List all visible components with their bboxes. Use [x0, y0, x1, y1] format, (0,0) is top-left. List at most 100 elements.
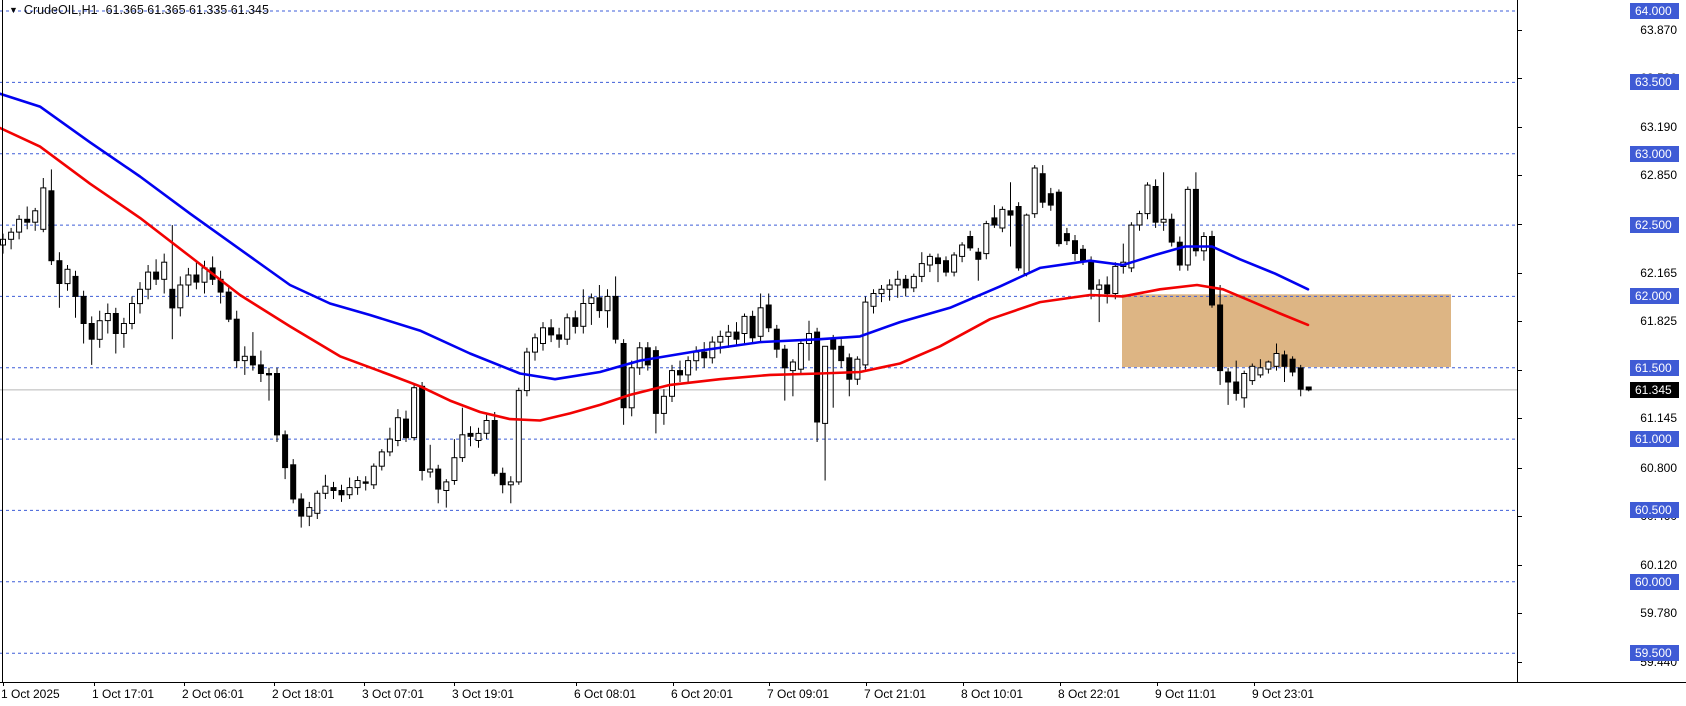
price-tick-mark [1517, 661, 1522, 663]
candle-body [523, 351, 530, 392]
candle-body [475, 432, 482, 441]
time-tick-label: 7 Oct 09:01 [767, 687, 830, 701]
price-tick-label: 59.780 [1640, 606, 1677, 621]
candle-body [1289, 358, 1296, 373]
candle-body [588, 297, 595, 304]
price-level-label: 62.000 [1630, 288, 1679, 305]
candle-body [596, 297, 603, 312]
current-price-label: 61.345 [1630, 381, 1679, 398]
candle-body [1112, 265, 1119, 294]
time-tick-label: 1 Oct 17:01 [92, 687, 155, 701]
candle-body [451, 457, 458, 482]
chart-left-border [2, 0, 3, 682]
price-tick-mark [1517, 516, 1522, 518]
candle-body [733, 331, 740, 340]
price-tick-mark [1517, 467, 1522, 469]
candle-body [72, 275, 79, 297]
candle-body [959, 244, 966, 257]
candle-body [499, 472, 506, 486]
candle-body [926, 255, 933, 266]
indicator-collapse-arrow-icon[interactable]: ▼ [9, 5, 18, 15]
candle-body [507, 481, 514, 486]
candle-body [749, 315, 756, 339]
candle-body [419, 385, 426, 471]
candle-body [120, 323, 127, 334]
candle-body [346, 487, 353, 496]
candle-body [322, 485, 329, 494]
candle-body [161, 261, 168, 280]
candle-body [48, 190, 55, 262]
candle-body [515, 390, 522, 483]
price-tick-mark [1517, 29, 1522, 31]
candle-body [467, 432, 474, 437]
candle-body [274, 373, 280, 436]
price-axis-line [1517, 0, 1518, 682]
candle-body [644, 347, 651, 366]
candle-body [88, 323, 95, 340]
candle-body [1265, 361, 1272, 370]
candle-body [137, 288, 143, 305]
candle-body [370, 465, 377, 486]
candle-body [1031, 167, 1038, 215]
time-tick-label: 3 Oct 19:01 [452, 687, 515, 701]
candle-body [0, 238, 6, 246]
time-tick-label: 2 Oct 06:01 [182, 687, 245, 701]
candle-body [975, 251, 982, 260]
time-tick-mark [1254, 682, 1255, 686]
candle-body [306, 507, 313, 517]
candle-body [459, 434, 466, 459]
price-axis[interactable]: 63.87063.53063.19062.85062.51062.16561.8… [1517, 0, 1686, 682]
candle-body [233, 318, 240, 362]
candle-body [789, 361, 796, 372]
price-tick-label: 63.870 [1640, 22, 1677, 37]
price-level-label: 64.000 [1630, 3, 1679, 19]
candle-body [878, 288, 885, 295]
time-tick-mark [3, 682, 4, 686]
candle-body [652, 350, 659, 414]
candle-body [282, 434, 289, 469]
blue-moving-average-line [0, 92, 1310, 381]
candle-body [532, 337, 538, 353]
candle-body [1281, 354, 1288, 367]
candle-body [24, 218, 31, 223]
candle-body [96, 320, 103, 340]
price-tick-mark [1517, 126, 1522, 128]
candle-body [636, 347, 643, 369]
time-tick-label: 6 Oct 20:01 [671, 687, 734, 701]
candle-body [620, 343, 627, 409]
candle-body [967, 236, 974, 249]
candle-body [1168, 218, 1175, 243]
candle-body [1184, 188, 1191, 266]
candle-body [1096, 284, 1103, 290]
candle-body [854, 358, 861, 380]
candle-body [1217, 304, 1224, 372]
candle-body [999, 208, 1006, 229]
candle-body [1160, 218, 1167, 223]
candle-body [177, 284, 184, 309]
candle-body [1192, 188, 1199, 252]
price-tick-mark [1517, 78, 1522, 80]
candle-body [427, 468, 434, 473]
candle-body [314, 492, 321, 514]
candle-body [757, 307, 764, 337]
time-tick-mark [576, 682, 577, 686]
candle-body [677, 370, 683, 376]
time-tick-mark [769, 682, 770, 686]
candle-body [660, 395, 667, 414]
time-axis[interactable]: 1 Oct 2025 1 Oct 17:01 2 Oct 06:01 2 Oct 18… [0, 682, 1686, 706]
candle-body [40, 187, 47, 230]
candle-body [685, 360, 692, 376]
time-tick-mark [184, 682, 185, 686]
candle-body [717, 335, 724, 343]
price-level-label: 63.000 [1630, 145, 1679, 162]
time-tick-label: 1 Oct 2025 [1, 687, 60, 701]
price-tick-label: 62.165 [1640, 265, 1677, 280]
candle-body [403, 418, 409, 439]
candle-body [797, 343, 804, 370]
candle-body [112, 313, 119, 334]
candle-body [540, 327, 546, 344]
time-tick-mark [963, 682, 964, 686]
candle-body [378, 451, 385, 467]
candle-body [1015, 206, 1022, 269]
